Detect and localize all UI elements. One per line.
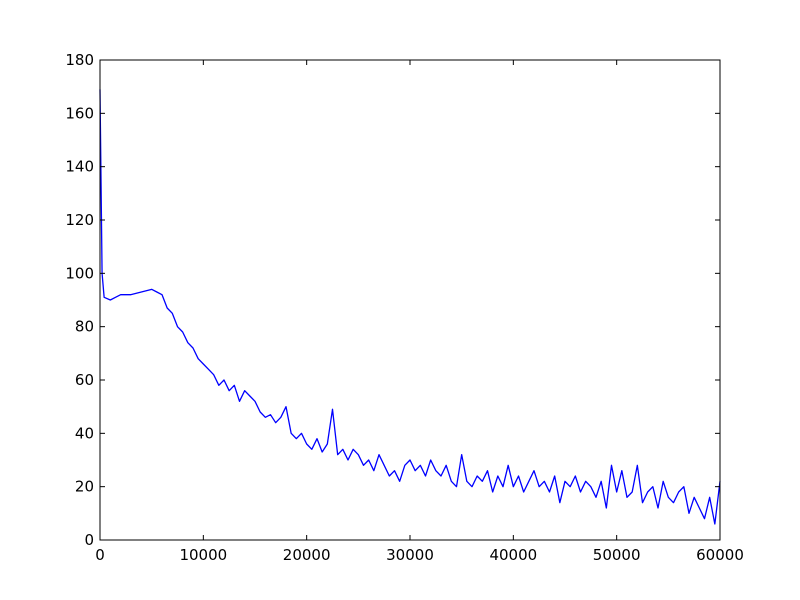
plot-frame — [99, 59, 721, 541]
x-tick-label: 60000 — [696, 546, 744, 564]
y-tick-label: 140 — [65, 158, 94, 176]
y-tick-label: 40 — [75, 424, 94, 442]
x-tick-label: 30000 — [386, 546, 434, 564]
x-tick-label: 50000 — [593, 546, 641, 564]
y-tick-label: 180 — [65, 51, 94, 69]
y-tick-label: 120 — [65, 211, 94, 229]
y-tick-label: 80 — [75, 318, 94, 336]
x-tick-label: 0 — [95, 546, 105, 564]
y-tick-label: 60 — [75, 371, 94, 389]
x-tick-label: 20000 — [283, 546, 331, 564]
y-tick-label: 0 — [84, 531, 94, 549]
x-tick-label: 10000 — [179, 546, 227, 564]
y-tick-label: 100 — [65, 264, 94, 282]
x-tick-label: 40000 — [489, 546, 537, 564]
y-tick-label: 20 — [75, 478, 94, 496]
y-tick-label: 160 — [65, 104, 94, 122]
data-line — [99, 89, 721, 525]
